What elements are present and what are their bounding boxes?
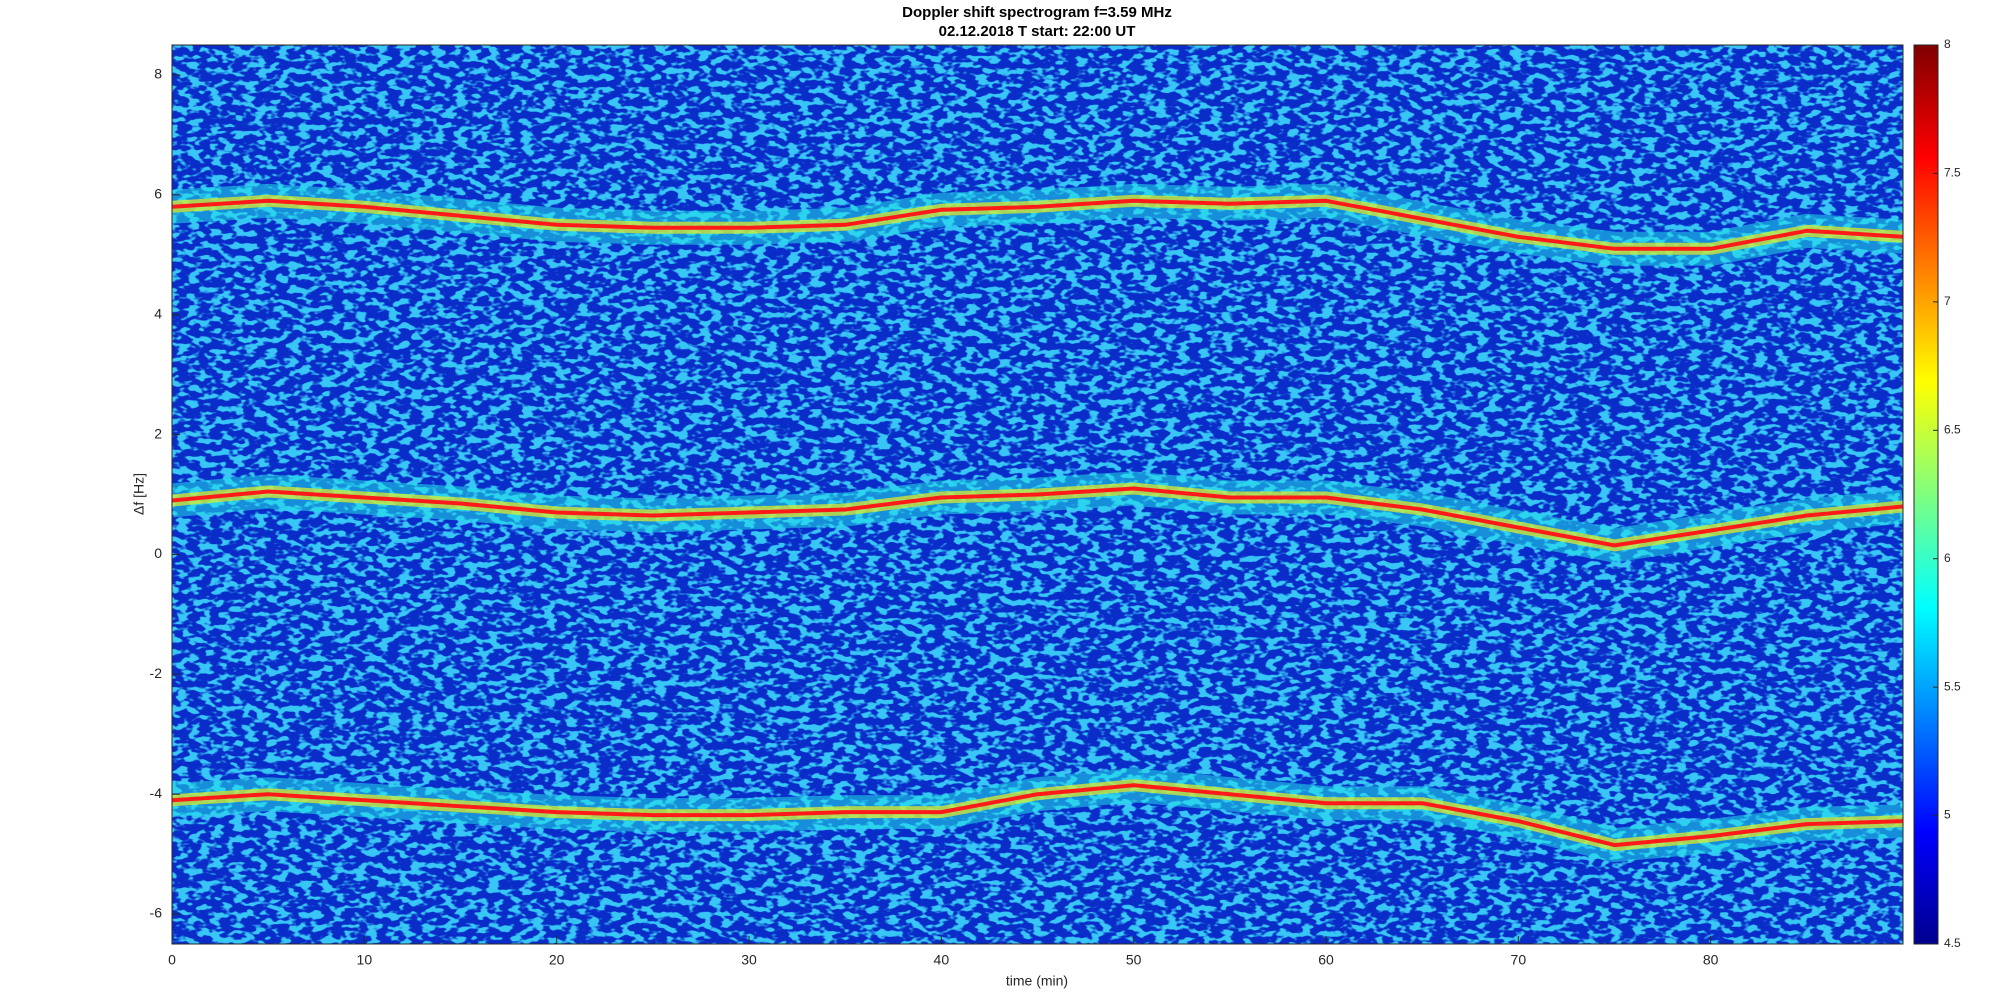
colorbar-tick-label: 7.5 (1944, 166, 1961, 180)
trace-line (172, 198, 1903, 251)
y-tick-label: -6 (150, 905, 163, 921)
plot-frame (171, 44, 1904, 945)
colorbar (1913, 44, 1939, 945)
colorbar-tick-label: 6.5 (1944, 422, 1961, 436)
x-tick-label: 0 (168, 952, 176, 968)
y-tick-label: -4 (150, 785, 163, 801)
chart-subtitle: 02.12.2018 T start: 22:00 UT (939, 23, 1136, 40)
y-axis-label: Δf [Hz] (131, 473, 147, 515)
x-axis-label: time (min) (1006, 973, 1068, 989)
trace-line (172, 486, 1903, 548)
y-tick-label: -2 (150, 665, 163, 681)
trace-line (172, 783, 1903, 848)
x-tick-label: 70 (1511, 952, 1527, 968)
colorbar-tick-label: 4.5 (1944, 936, 1961, 950)
x-tick-label: 40 (934, 952, 950, 968)
colorbar-tick-label: 8 (1944, 37, 1951, 51)
x-tick-label: 50 (1126, 952, 1142, 968)
y-tick-label: 8 (154, 66, 162, 82)
y-tick-label: 0 (154, 545, 162, 561)
plot-area (172, 45, 1903, 944)
chart-title: Doppler shift spectrogram f=3.59 MHz (902, 4, 1172, 21)
y-tick-label: 4 (154, 305, 162, 321)
x-tick-label: 30 (741, 952, 757, 968)
x-tick-label: 20 (549, 952, 565, 968)
x-tick-label: 10 (357, 952, 373, 968)
y-tick-label: 2 (154, 425, 162, 441)
y-tick-label: 6 (154, 186, 162, 202)
colorbar-tick-label: 5.5 (1944, 679, 1961, 693)
colorbar-tick-label: 7 (1944, 294, 1951, 308)
colorbar-tick-label: 6 (1944, 551, 1951, 565)
x-tick-label: 60 (1318, 952, 1334, 968)
x-tick-label: 80 (1703, 952, 1719, 968)
colorbar-tick-label: 5 (1944, 808, 1951, 822)
